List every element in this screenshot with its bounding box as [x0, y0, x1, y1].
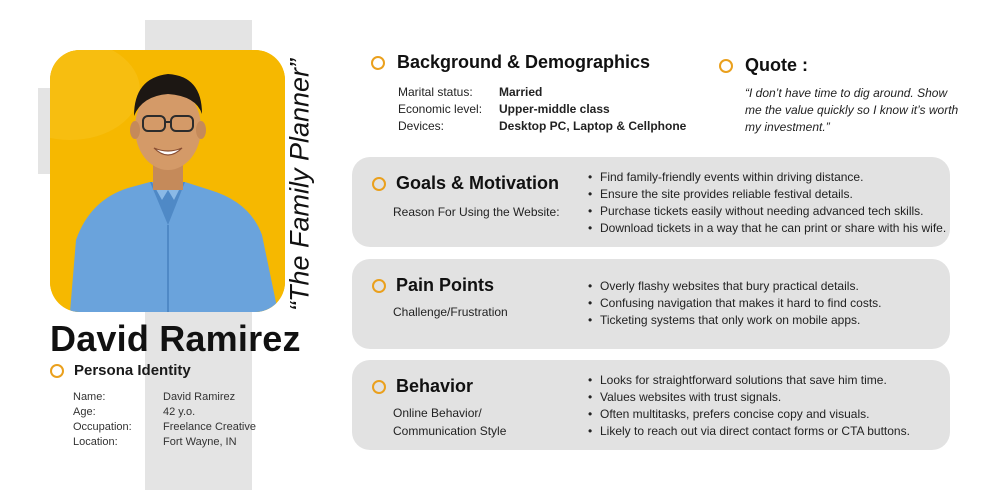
- demographics-row: Economic level: Upper-middle class: [398, 101, 686, 118]
- demographics-value: Upper-middle class: [499, 102, 610, 116]
- demographics-value: Desktop PC, Laptop & Cellphone: [499, 119, 687, 133]
- identity-row: Occupation: Freelance Creative: [73, 420, 256, 435]
- pain-points-heading: Pain Points: [372, 275, 494, 296]
- demographics-row: Marital status: Married: [398, 84, 686, 101]
- pain-points-list: Overly flashy websites that bury practic…: [588, 278, 882, 329]
- list-item: Values websites with trust signals.: [588, 389, 910, 406]
- list-item: Looks for straightforward solutions that…: [588, 372, 910, 389]
- identity-value: David Ramirez: [163, 391, 236, 403]
- persona-identity-table: Name: David Ramirez Age: 42 y.o. Occupat…: [73, 390, 256, 450]
- goals-card: Goals & Motivation Reason For Using the …: [352, 157, 950, 247]
- persona-name: David Ramirez: [50, 318, 301, 359]
- goals-title: Goals & Motivation: [396, 173, 560, 193]
- background-title: Background & Demographics: [397, 52, 651, 72]
- circle-bullet-icon: [372, 379, 386, 394]
- persona-photo: [50, 50, 285, 312]
- identity-row: Age: 42 y.o.: [73, 405, 256, 420]
- list-item: Likely to reach out via direct contact f…: [588, 423, 910, 440]
- list-item: Confusing navigation that makes it hard …: [588, 295, 882, 312]
- list-item: Overly flashy websites that bury practic…: [588, 278, 882, 295]
- identity-value: Fort Wayne, IN: [163, 436, 237, 448]
- list-item: Ensure the site provides reliable festiv…: [588, 186, 946, 203]
- quote-text: “I don’t have time to dig around. Show m…: [745, 86, 959, 134]
- demographics-table: Marital status: Married Economic level: …: [398, 84, 686, 135]
- persona-tagline: “The Family Planner”: [284, 58, 315, 312]
- background-heading: Background & Demographics: [371, 52, 650, 73]
- pain-points-card: Pain Points Challenge/Frustration Overly…: [352, 259, 950, 349]
- demographics-row: Devices: Desktop PC, Laptop & Cellphone: [398, 118, 686, 135]
- goals-list: Find family-friendly events within drivi…: [588, 169, 946, 237]
- identity-row: Name: David Ramirez: [73, 390, 256, 405]
- circle-bullet-icon: [371, 55, 385, 70]
- behavior-subtitle-line: Online Behavior/: [393, 406, 482, 420]
- demographics-value: Married: [499, 85, 543, 99]
- behavior-heading: Behavior: [372, 376, 473, 397]
- circle-bullet-icon: [50, 363, 64, 378]
- quote-title: Quote :: [745, 55, 808, 75]
- goals-heading: Goals & Motivation: [372, 173, 559, 194]
- identity-label: Age:: [73, 406, 96, 418]
- behavior-subtitle-line: Communication Style: [393, 424, 507, 438]
- goals-subtitle: Reason For Using the Website:: [393, 205, 560, 219]
- demographics-label: Marital status:: [398, 85, 473, 99]
- circle-bullet-icon: [372, 278, 386, 293]
- quote-heading: Quote :: [719, 55, 808, 76]
- identity-row: Location: Fort Wayne, IN: [73, 435, 256, 450]
- behavior-card: Behavior Online Behavior/ Communication …: [352, 360, 950, 450]
- pain-points-title: Pain Points: [396, 275, 495, 295]
- pain-points-subtitle: Challenge/Frustration: [393, 305, 508, 319]
- list-item: Purchase tickets easily without needing …: [588, 203, 946, 220]
- list-item: Ticketing systems that only work on mobi…: [588, 312, 882, 329]
- identity-value: Freelance Creative: [163, 421, 256, 433]
- persona-identity-title: Persona Identity: [74, 362, 191, 379]
- identity-value: 42 y.o.: [163, 406, 196, 418]
- demographics-label: Devices:: [398, 119, 445, 133]
- circle-bullet-icon: [719, 58, 733, 73]
- persona-identity-heading: Persona Identity: [50, 362, 191, 379]
- list-item: Often multitasks, prefers concise copy a…: [588, 406, 910, 423]
- behavior-title: Behavior: [396, 376, 474, 396]
- behavior-list: Looks for straightforward solutions that…: [588, 372, 910, 440]
- behavior-subtitle: Online Behavior/ Communication Style: [393, 404, 506, 440]
- demographics-label: Economic level:: [398, 102, 483, 116]
- identity-label: Location:: [73, 436, 118, 448]
- identity-label: Occupation:: [73, 421, 132, 433]
- list-item: Download tickets in a way that he can pr…: [588, 220, 946, 237]
- identity-label: Name:: [73, 391, 106, 403]
- list-item: Find family-friendly events within drivi…: [588, 169, 946, 186]
- circle-bullet-icon: [372, 176, 386, 191]
